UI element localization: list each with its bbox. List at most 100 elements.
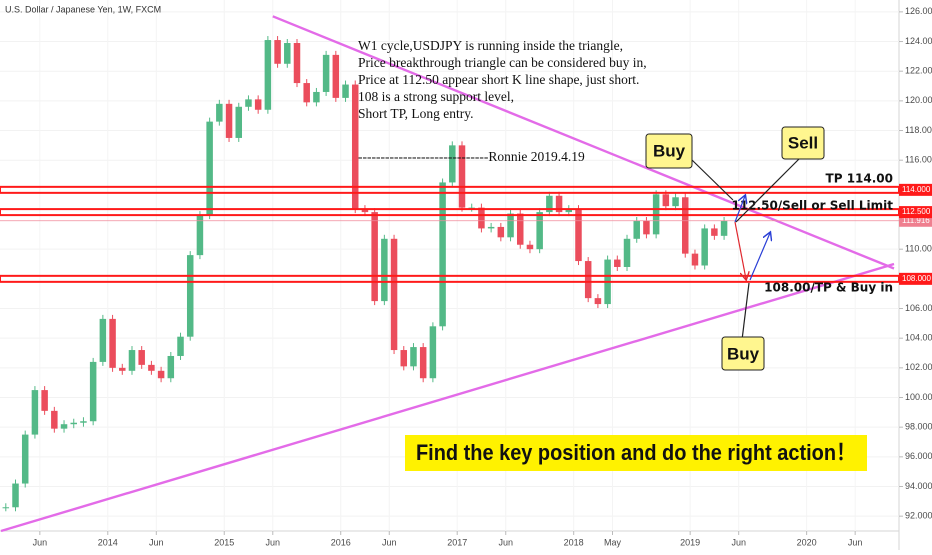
- candle: [497, 226, 505, 238]
- callout-text: Buy: [727, 344, 760, 363]
- candle: [449, 145, 456, 183]
- x-tick-label: 2020: [797, 537, 817, 547]
- candle: [12, 483, 19, 508]
- candle: [99, 318, 107, 362]
- candle: [351, 84, 359, 210]
- x-tick-label: Jun: [33, 537, 48, 547]
- candle: [400, 350, 408, 367]
- candle: [128, 350, 136, 371]
- y-tick-label: 100.000: [905, 392, 932, 402]
- candle: [633, 221, 640, 239]
- candle: [381, 238, 388, 302]
- candle: [148, 364, 155, 371]
- levels: 111.916 114.000 TP 114.00 112.500 112.50/Sel…: [0, 171, 932, 294]
- candle: [41, 390, 48, 411]
- candle: [701, 228, 708, 266]
- note-line: 108 is a strong support level,: [358, 89, 514, 104]
- x-tick-label: Jun: [498, 537, 513, 547]
- candle: [672, 197, 679, 207]
- candle: [138, 350, 145, 365]
- arrow: [734, 221, 746, 279]
- candle: [322, 54, 330, 92]
- x-tick-label: Jun: [731, 537, 746, 547]
- trendline: [0, 262, 895, 533]
- y-tick-label: 118.000: [905, 125, 932, 135]
- note-line: Short TP, Long entry.: [358, 106, 474, 121]
- candle: [157, 370, 165, 379]
- candle: [89, 361, 97, 422]
- candle: [254, 99, 262, 110]
- price-tag-label: 108.000: [902, 274, 931, 283]
- candle: [584, 261, 592, 299]
- note-line: W1 cycle,USDJPY is running inside the tr…: [358, 38, 623, 53]
- banner-box: [405, 435, 867, 471]
- candle: [429, 326, 437, 379]
- callout-box: [781, 126, 825, 160]
- x-tick-label: Jun: [266, 537, 281, 547]
- banner-text: Find the key position and do the right a…: [416, 440, 856, 465]
- level-label: 112.50/Sell or Sell Limit: [731, 199, 893, 213]
- x-tick-label: May: [604, 537, 622, 547]
- candle: [80, 421, 87, 423]
- y-tick-label: 120.000: [905, 95, 932, 105]
- candle: [21, 434, 29, 484]
- callout-pointer: [741, 282, 750, 341]
- x-tick-label: 2019: [680, 537, 700, 547]
- callout-pointer: [735, 157, 801, 223]
- note-line: Price at 112.50 appear short K line shap…: [358, 72, 639, 87]
- x-tick-label: Jun: [149, 537, 164, 547]
- candles: [2, 36, 728, 512]
- candle: [390, 238, 398, 351]
- candle: [284, 43, 291, 64]
- candle: [70, 422, 77, 425]
- candle: [274, 40, 281, 64]
- y-tick-label: 96.000: [905, 451, 932, 461]
- price-tag: [899, 206, 932, 219]
- y-tick-label: 106.000: [905, 303, 932, 313]
- level-label: 108.00/TP & Buy in: [764, 280, 893, 294]
- candle: [720, 221, 728, 236]
- candle: [196, 215, 204, 256]
- y-tick-label: 98.000: [905, 422, 932, 432]
- callout-box: [721, 336, 765, 371]
- candle: [31, 390, 39, 435]
- price-tag-label: 114.000: [902, 185, 931, 194]
- arrow: [749, 233, 770, 281]
- x-tick-label: Jun: [382, 537, 397, 547]
- candle: [264, 40, 272, 110]
- price-tag: [899, 272, 932, 285]
- candle: [682, 197, 689, 254]
- candle: [410, 347, 417, 367]
- x-tick-label: 2018: [564, 537, 584, 547]
- candle: [361, 209, 369, 213]
- arrows: [691, 157, 801, 341]
- candle: [711, 228, 718, 236]
- x-tick-label: Jun: [848, 537, 863, 547]
- candle: [691, 253, 699, 266]
- candle: [565, 209, 573, 213]
- level-label: TP 114.00: [826, 171, 893, 185]
- candle: [614, 259, 621, 267]
- candle: [594, 298, 602, 305]
- callout-pointer: [691, 159, 734, 201]
- candle: [507, 213, 514, 238]
- candle: [51, 410, 58, 429]
- candle: [313, 91, 320, 103]
- candle: [478, 207, 485, 229]
- candle: [225, 103, 233, 138]
- candle: [419, 347, 427, 379]
- candle: [332, 54, 340, 98]
- candle: [109, 318, 116, 368]
- callout-box: [645, 133, 693, 169]
- candle: [303, 83, 310, 103]
- candle: [2, 507, 10, 509]
- candle: [235, 106, 243, 138]
- y-tick-label: 116.000: [905, 155, 932, 165]
- candle: [546, 195, 553, 213]
- price-tag-label: 112.500: [902, 207, 931, 216]
- candle: [526, 244, 534, 250]
- y-tick-label: 102.000: [905, 362, 932, 372]
- candle: [487, 226, 495, 229]
- x-tick-label: 2015: [214, 537, 234, 547]
- candle: [555, 195, 563, 213]
